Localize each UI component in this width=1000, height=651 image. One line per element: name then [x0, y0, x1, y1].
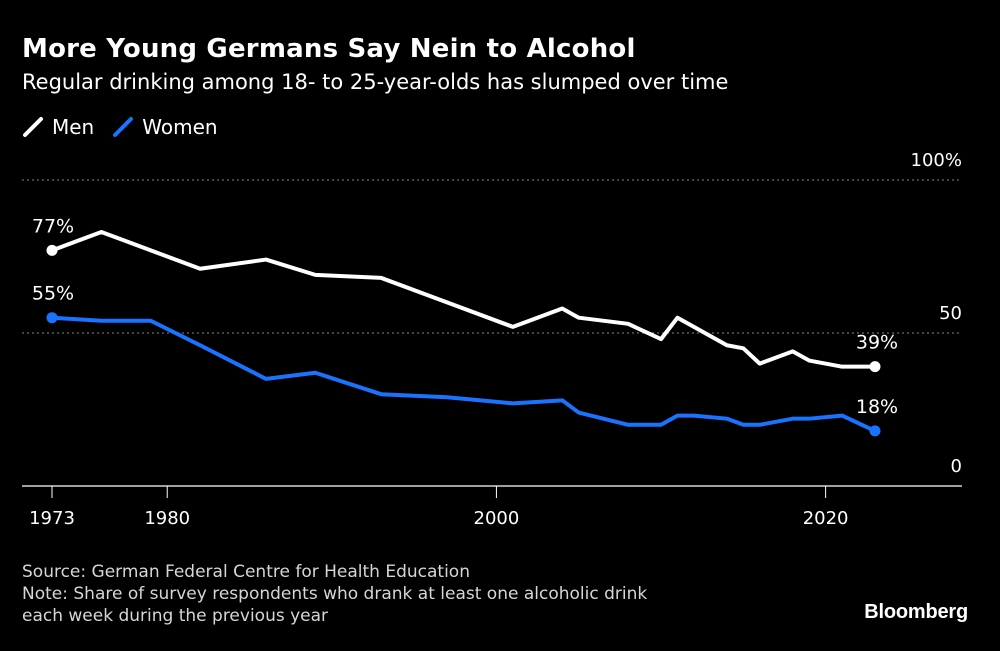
footer: Source: German Federal Centre for Health…: [22, 561, 647, 627]
end-label-men: 39%: [856, 332, 898, 354]
source-note: Source: German Federal Centre for Health…: [22, 562, 470, 582]
legend-swatch-women: [113, 117, 134, 137]
start-label-women: 55%: [32, 283, 74, 305]
series-line-women: [50, 315, 877, 433]
legend-label-women: Women: [142, 115, 218, 139]
x-tick-label-2000: 2000: [474, 508, 520, 529]
end-point-men: [869, 361, 881, 373]
start-label-men: 77%: [32, 215, 74, 237]
series-line-men: [50, 230, 877, 369]
note-line-2: each week during the previous year: [22, 606, 329, 626]
chart-subtitle: Regular drinking among 18- to 25-year-ol…: [22, 70, 729, 94]
legend-item-men: Men: [22, 115, 94, 139]
start-point-men: [46, 244, 58, 256]
y-tick-label-0: 0: [951, 456, 962, 477]
legend-item-women: Women: [112, 115, 218, 139]
end-point-women: [869, 425, 881, 437]
x-tick-label-1980: 1980: [144, 508, 190, 529]
legend: Men Women: [22, 115, 218, 139]
x-tick-label-2020: 2020: [803, 508, 849, 529]
legend-label-men: Men: [52, 115, 95, 139]
y-tick-label-50: 50: [939, 303, 962, 324]
end-label-women: 18%: [856, 396, 898, 418]
bloomberg-logo: Bloomberg: [864, 601, 968, 623]
chart-title: More Young Germans Say Nein to Alcohol: [22, 34, 636, 64]
note-line-1: Note: Share of survey respondents who dr…: [22, 584, 648, 604]
y-tick-label-100: 100%: [911, 150, 962, 171]
legend-swatch-men: [23, 117, 43, 137]
start-point-women: [46, 312, 58, 324]
x-tick-label-1973: 1973: [29, 508, 75, 529]
